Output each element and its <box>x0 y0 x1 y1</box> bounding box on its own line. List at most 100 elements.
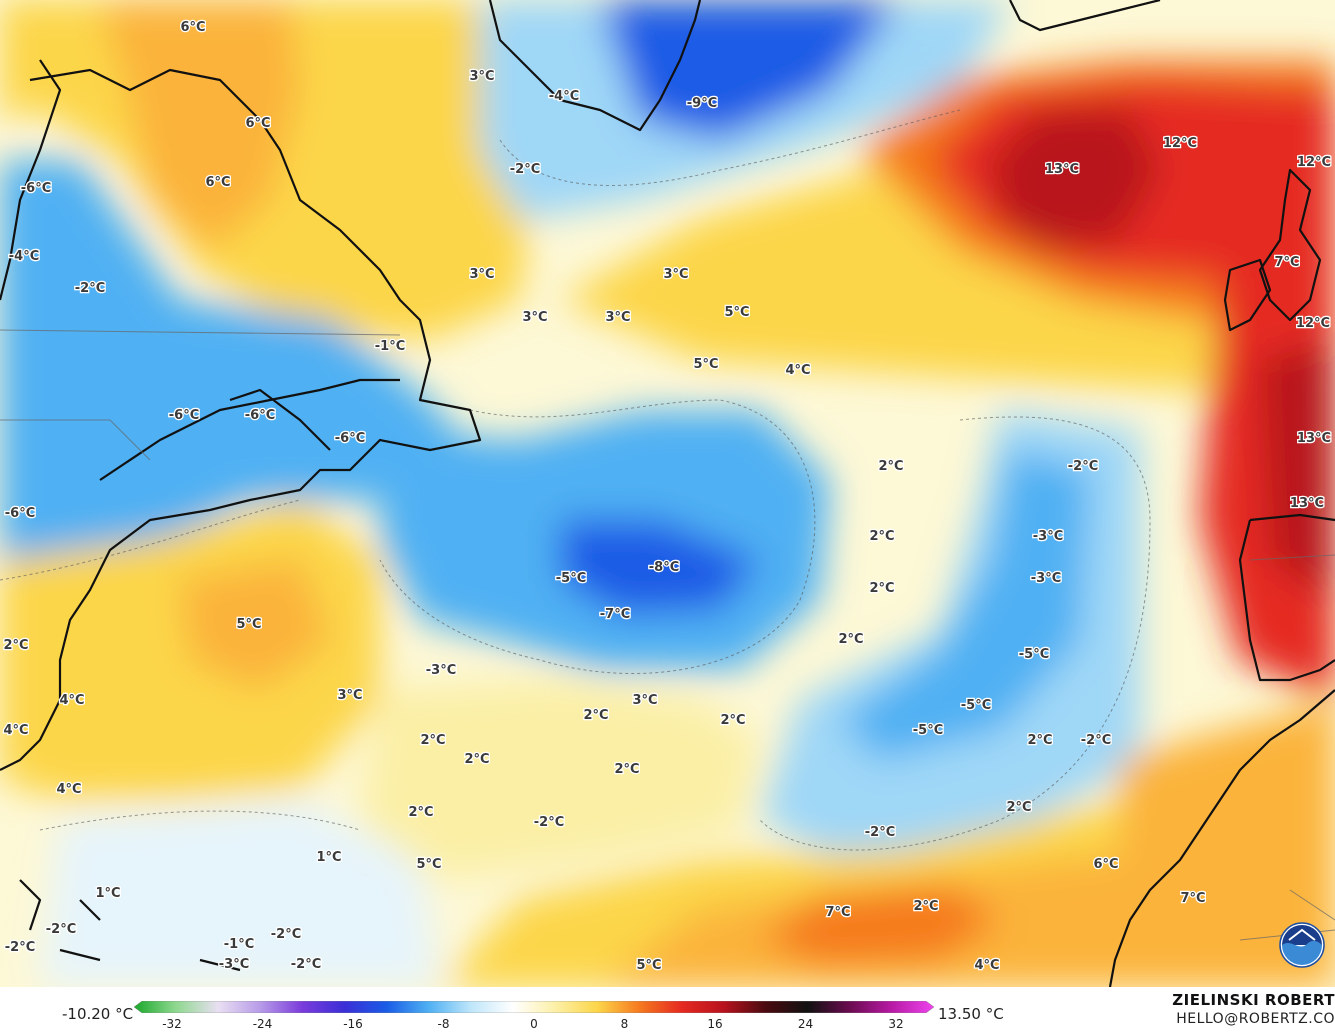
temperature-label: 6°C <box>1093 857 1118 872</box>
coastlines <box>0 0 1335 987</box>
temperature-label: 5°C <box>636 958 661 973</box>
temperature-label: -6°C <box>21 181 51 196</box>
temperature-label: 5°C <box>236 617 261 632</box>
light-warm-region-mid <box>360 680 760 880</box>
temperature-label: 12°C <box>1163 136 1197 151</box>
temperature-label: 4°C <box>59 693 84 708</box>
temperature-label: 2°C <box>408 805 433 820</box>
colorbar-tick-label: -32 <box>162 1017 182 1031</box>
colorbar-gradient <box>134 1001 934 1013</box>
temperature-label: 2°C <box>720 713 745 728</box>
isotherm-line <box>379 399 816 674</box>
temperature-label: 3°C <box>522 310 547 325</box>
temperature-map: 6°C 3°C -4°C -9°C 6°C -6°C 6°C -2°C 13°C 12°C 12°C… <box>0 0 1335 987</box>
isotherm-line <box>759 416 1151 851</box>
colorbar-tick-label: 16 <box>707 1017 723 1031</box>
temperature-label: -2°C <box>271 927 301 942</box>
isotherm-line <box>499 109 961 186</box>
temperature-label: -3°C <box>1033 529 1063 544</box>
temperature-label: 5°C <box>693 357 718 372</box>
temperature-label: 3°C <box>605 310 630 325</box>
coastline-africa <box>1108 689 1335 987</box>
temperature-label: -1°C <box>224 937 254 952</box>
cold-region-east-atlantic <box>840 450 1090 760</box>
temperature-label: 7°C <box>1274 255 1299 270</box>
warmer-region-quebec <box>100 0 300 250</box>
temperature-label: -1°C <box>375 339 405 354</box>
temperature-label: 2°C <box>838 632 863 647</box>
temperature-label: -9°C <box>687 96 717 111</box>
temperature-label: -2°C <box>5 940 35 955</box>
temperature-label: 2°C <box>614 762 639 777</box>
temperature-label: 7°C <box>1180 891 1205 906</box>
temperature-label: 2°C <box>3 638 28 653</box>
temperature-label: 13°C <box>1045 162 1079 177</box>
border-line <box>0 419 151 461</box>
temperature-label: 4°C <box>3 723 28 738</box>
temperature-label: 3°C <box>337 688 362 703</box>
temperature-label: -2°C <box>1081 733 1111 748</box>
noaa-logo-icon <box>1279 922 1325 968</box>
temperature-label: 2°C <box>420 733 445 748</box>
temperature-label: 2°C <box>913 899 938 914</box>
temperature-label: 6°C <box>245 116 270 131</box>
temperature-label: -3°C <box>1031 571 1061 586</box>
coastline-scandinavia <box>1009 0 1161 32</box>
hottest-region-europe <box>1260 340 1335 600</box>
coastline-iberia <box>1238 513 1335 682</box>
colorbar-tick-label: -24 <box>252 1017 273 1031</box>
colorbar-tick-label: 8 <box>620 1017 629 1031</box>
colorbar <box>134 1001 934 1013</box>
author-email: HELLO@ROBERTZ.CO <box>1176 1011 1335 1027</box>
temperature-label: -4°C <box>9 249 39 264</box>
colorbar-tick-label: 0 <box>530 1017 538 1031</box>
temperature-label: -7°C <box>600 607 630 622</box>
temperature-label: -6°C <box>245 408 275 423</box>
temperature-label: 5°C <box>724 305 749 320</box>
temperature-label: -2°C <box>291 957 321 972</box>
temperature-label: 1°C <box>316 850 341 865</box>
temperature-label: 3°C <box>469 267 494 282</box>
border-line <box>1249 554 1335 561</box>
hottest-region-north-atlantic <box>990 110 1160 250</box>
temperature-label: -2°C <box>534 815 564 830</box>
coastline-north-america <box>0 59 482 771</box>
temperature-label: 2°C <box>869 529 894 544</box>
temperature-label: 3°C <box>469 69 494 84</box>
temperature-label: 4°C <box>974 958 999 973</box>
temperature-label: 6°C <box>205 175 230 190</box>
temperature-label: -5°C <box>913 723 943 738</box>
temperature-labels: 6°C 3°C -4°C -9°C 6°C -6°C 6°C -2°C 13°C 12°C 12°C… <box>2 19 1332 975</box>
coastline-greenland <box>488 0 702 132</box>
temperature-label: 3°C <box>632 693 657 708</box>
warmer-region-africa <box>1120 700 1335 987</box>
temperature-label: -3°C <box>219 957 249 972</box>
temperature-label: -5°C <box>961 698 991 713</box>
temperature-label: 6°C <box>180 20 205 35</box>
colorbar-tick-label: 32 <box>888 1017 904 1031</box>
temperature-label: 2°C <box>869 581 894 596</box>
legend-max-value: 13.50 °C <box>938 1005 1004 1023</box>
colorbar-tick-label: -16 <box>343 1017 363 1031</box>
hot-band-south <box>760 885 1000 965</box>
temperature-label: -6°C <box>169 408 199 423</box>
very-cold-region-mid-atlantic <box>560 520 760 615</box>
isotherm-lines <box>0 109 1151 851</box>
temperature-label: -5°C <box>556 571 586 586</box>
coastline-british-isles <box>1223 168 1322 332</box>
temperature-label: -2°C <box>510 162 540 177</box>
temperature-label: 2°C <box>464 752 489 767</box>
temperature-label: -8°C <box>649 560 679 575</box>
isotherm-line <box>0 499 301 581</box>
warmer-region-southwest <box>180 560 330 690</box>
colorbar-tick-label: 24 <box>797 1017 814 1031</box>
temperature-label: -2°C <box>1068 459 1098 474</box>
map-canvas: 6°C 3°C -4°C -9°C 6°C -6°C 6°C -2°C 13°C 12°C 12°C… <box>0 0 1335 987</box>
temperature-label: -6°C <box>335 431 365 446</box>
temperature-label: -2°C <box>865 825 895 840</box>
anomaly-field <box>0 0 1335 987</box>
cool-region-caribbean <box>40 800 440 987</box>
border-line <box>0 329 401 336</box>
temperature-label: -3°C <box>426 663 456 678</box>
temperature-label: 7°C <box>825 905 850 920</box>
